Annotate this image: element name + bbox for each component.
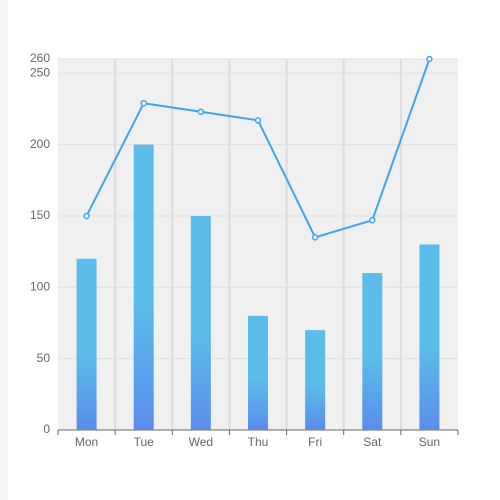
bar — [419, 244, 440, 430]
y-tick-label: 100 — [30, 279, 50, 293]
line-point — [83, 212, 90, 220]
y-tick-label: 260 — [30, 51, 50, 65]
x-tick-label: Tue — [134, 435, 155, 449]
x-tick-label: Mon — [75, 435, 98, 449]
bar — [305, 330, 326, 430]
y-tick-label: 50 — [37, 351, 51, 365]
y-tick-label: 250 — [30, 65, 50, 79]
line-point — [426, 55, 433, 63]
y-tick-label: 200 — [30, 137, 50, 151]
y-tick-label: 0 — [43, 422, 50, 436]
x-tick-label: Fri — [308, 435, 322, 449]
x-tick-label: Thu — [248, 435, 269, 449]
bar — [190, 215, 211, 430]
line-point — [254, 117, 262, 124]
line-point — [311, 234, 319, 241]
x-tick-label: Sun — [419, 435, 440, 449]
page-edge — [0, 0, 8, 500]
y-tick-label: 150 — [30, 208, 50, 222]
bar — [76, 258, 97, 430]
x-tick-label: Wed — [189, 435, 213, 449]
bar — [248, 315, 268, 430]
line-point — [197, 108, 205, 116]
bar — [133, 144, 154, 430]
bar — [362, 273, 383, 430]
line-point — [369, 216, 376, 224]
x-tick-label: Sat — [363, 435, 382, 449]
line-point — [140, 99, 147, 107]
